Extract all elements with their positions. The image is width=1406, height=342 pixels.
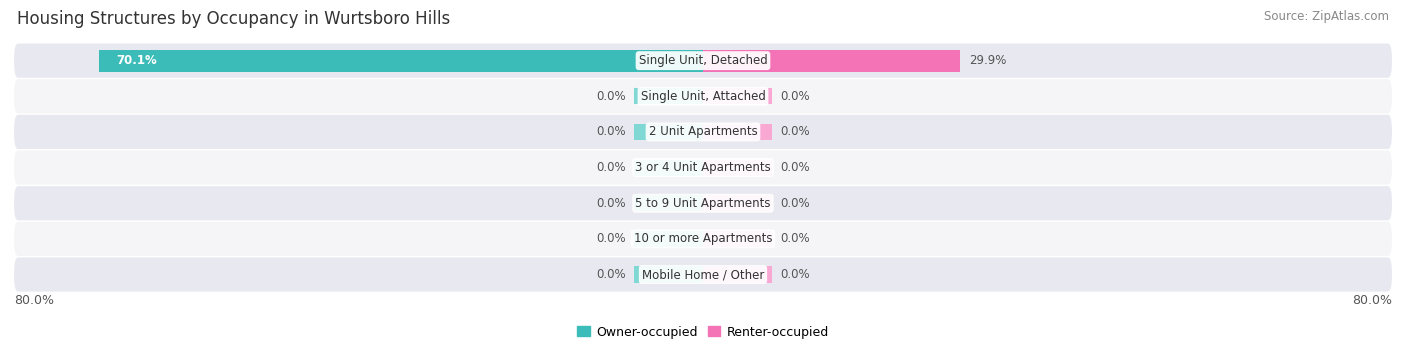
Text: 0.0%: 0.0% [596,268,626,281]
FancyBboxPatch shape [14,186,1392,220]
Text: 0.0%: 0.0% [596,197,626,210]
Bar [703,160,772,175]
Text: Mobile Home / Other: Mobile Home / Other [641,268,765,281]
FancyBboxPatch shape [14,150,1392,185]
Bar [703,50,960,72]
Text: Single Unit, Detached: Single Unit, Detached [638,54,768,67]
Text: 29.9%: 29.9% [969,54,1007,67]
Text: 10 or more Apartments: 10 or more Apartments [634,232,772,245]
Text: Source: ZipAtlas.com: Source: ZipAtlas.com [1264,10,1389,23]
FancyBboxPatch shape [14,43,1392,78]
Bar [703,124,772,140]
Text: Single Unit, Attached: Single Unit, Attached [641,90,765,103]
Text: 0.0%: 0.0% [596,90,626,103]
FancyBboxPatch shape [14,79,1392,114]
Text: 5 to 9 Unit Apartments: 5 to 9 Unit Apartments [636,197,770,210]
Text: 0.0%: 0.0% [596,126,626,139]
Legend: Owner-occupied, Renter-occupied: Owner-occupied, Renter-occupied [572,320,834,342]
Text: Housing Structures by Occupancy in Wurtsboro Hills: Housing Structures by Occupancy in Wurts… [17,10,450,28]
Text: 3 or 4 Unit Apartments: 3 or 4 Unit Apartments [636,161,770,174]
Text: 0.0%: 0.0% [780,268,810,281]
Text: 80.0%: 80.0% [1353,294,1392,307]
FancyBboxPatch shape [14,258,1392,292]
FancyBboxPatch shape [14,115,1392,149]
Bar [634,124,703,140]
Text: 70.1%: 70.1% [117,54,157,67]
Bar [634,195,703,211]
Text: 0.0%: 0.0% [596,232,626,245]
Bar [634,160,703,175]
Bar [634,231,703,247]
Bar [703,195,772,211]
Bar [634,266,703,282]
Bar [634,88,703,104]
Text: 2 Unit Apartments: 2 Unit Apartments [648,126,758,139]
Text: 80.0%: 80.0% [14,294,53,307]
Bar [703,266,772,282]
Bar [100,50,703,72]
Text: 0.0%: 0.0% [780,232,810,245]
Text: 0.0%: 0.0% [780,126,810,139]
Text: 0.0%: 0.0% [596,161,626,174]
Text: 0.0%: 0.0% [780,161,810,174]
Bar [703,88,772,104]
Text: 0.0%: 0.0% [780,197,810,210]
FancyBboxPatch shape [14,222,1392,256]
Bar [703,231,772,247]
Text: 0.0%: 0.0% [780,90,810,103]
